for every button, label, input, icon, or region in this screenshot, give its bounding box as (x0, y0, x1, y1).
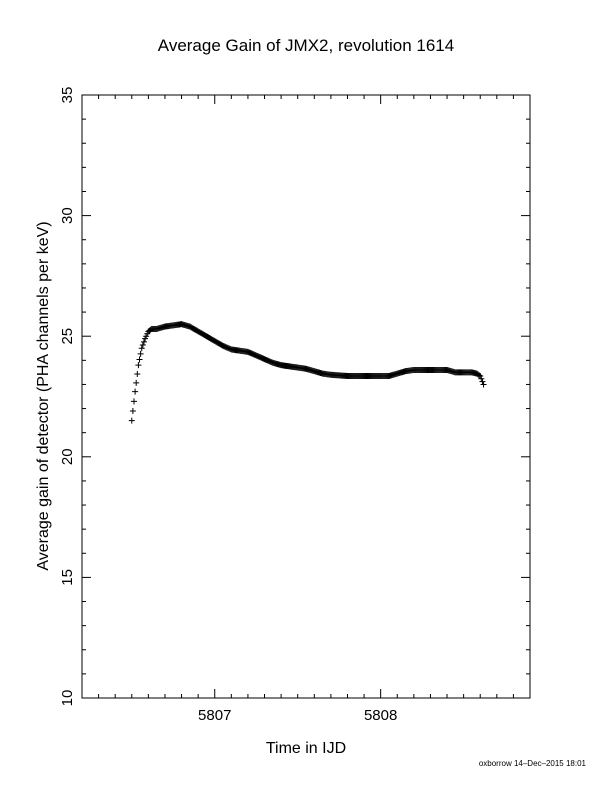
y-tick-label: 35 (59, 87, 76, 104)
y-minor-ticks (82, 118, 530, 675)
data-point (137, 350, 144, 357)
data-point (136, 356, 143, 363)
x-tick-label: 5808 (364, 707, 397, 724)
x-minor-ticks (98, 95, 514, 698)
data-point (478, 375, 485, 382)
y-tick-label: 15 (59, 569, 76, 586)
data-point (133, 379, 140, 386)
data-point (476, 372, 483, 379)
data-point (477, 372, 484, 379)
y-tick-label: 20 (59, 448, 76, 465)
y-axis-ticks: 10 15 20 25 30 35 (59, 87, 530, 707)
y-tick-label: 30 (59, 207, 76, 224)
data-point (128, 417, 135, 424)
data-points (128, 321, 487, 424)
x-tick-label: 5807 (198, 707, 231, 724)
data-point (130, 398, 137, 405)
data-point (140, 338, 147, 345)
data-point (480, 381, 487, 388)
y-axis-label: Average gain of detector (PHA channels p… (35, 221, 52, 570)
x-axis-label: Time in IJD (266, 740, 346, 757)
plot-frame (81, 94, 531, 699)
footer-credit: oxborrow 14–Dec–2015 18:01 (478, 759, 586, 768)
data-point (479, 378, 486, 385)
data-point (135, 362, 142, 369)
chart-title: Average Gain of JMX2, revolution 1614 (157, 36, 455, 55)
data-point (139, 342, 146, 349)
data-point (129, 407, 136, 414)
y-tick-label: 10 (59, 690, 76, 707)
y-tick-label: 25 (59, 328, 76, 345)
data-point (134, 370, 141, 377)
x-axis-ticks: 5807 5808 (198, 95, 397, 724)
data-point (132, 388, 139, 395)
data-point (138, 345, 145, 352)
